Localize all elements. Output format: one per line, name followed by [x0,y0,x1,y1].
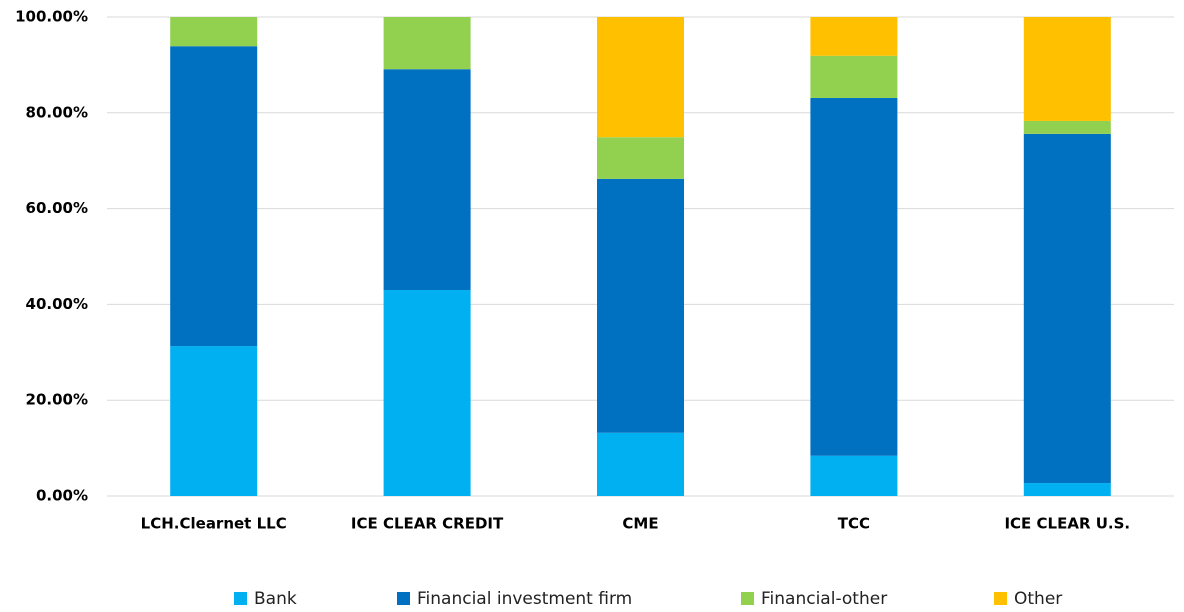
bar-segment [810,17,898,56]
bar-segment [597,137,684,179]
bar-segment [597,178,684,433]
legend-swatch [397,592,410,605]
bar-segment [810,55,898,98]
bar-segment [597,432,684,496]
bar-segment [170,46,258,347]
y-tick-label: 0.00% [36,487,88,505]
x-tick-label: ICE CLEAR U.S. [1004,515,1130,533]
bar-segment [383,17,471,70]
x-tick-label: TCC [838,515,870,533]
bar-segment [1023,17,1111,121]
y-tick-label: 40.00% [26,295,88,313]
bar-segment [383,290,471,496]
y-tick-label: 100.00% [15,8,88,26]
bar-segment [810,97,898,456]
legend-label: Financial-other [761,589,887,609]
legend-label: Bank [254,589,297,609]
bar-segment [1023,120,1111,134]
bar-segment [1023,483,1111,496]
y-tick-label: 20.00% [26,391,88,409]
x-tick-label: CME [622,515,658,533]
bar-segment [170,346,258,496]
legend-label: Financial investment firm [417,589,632,609]
bar-segment [1023,133,1111,484]
legend-label: Other [1014,589,1062,609]
bar-segment [170,17,258,47]
bar-segment [597,17,684,138]
bar-segment [810,455,898,496]
x-tick-label: ICE CLEAR CREDIT [351,515,504,533]
x-tick-label: LCH.Clearnet LLC [141,515,287,533]
legend-swatch [234,592,247,605]
y-tick-label: 80.00% [26,103,88,121]
bar-segment [383,69,471,291]
y-tick-label: 60.00% [26,199,88,217]
legend-swatch [994,592,1007,605]
legend-swatch [741,592,754,605]
